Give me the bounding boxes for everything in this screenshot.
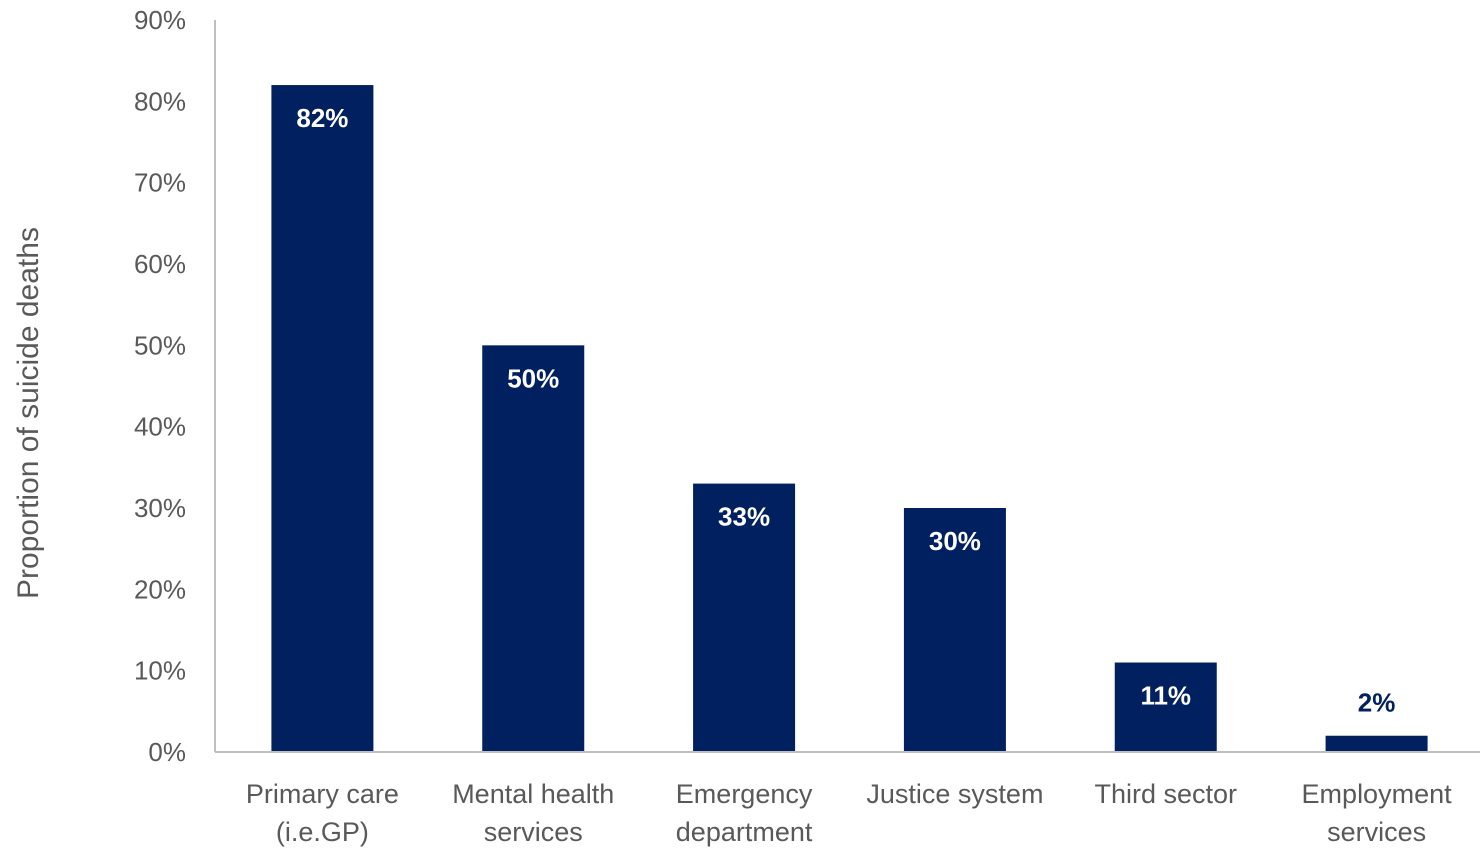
x-tick-label: services	[484, 817, 583, 847]
y-tick-label: 0%	[148, 737, 186, 767]
bar	[693, 483, 796, 752]
x-tick-label: Justice system	[866, 779, 1043, 809]
y-tick-label: 10%	[134, 656, 186, 686]
x-tick-label: Mental health	[452, 779, 614, 809]
y-tick-label: 70%	[134, 168, 186, 198]
y-axis-label: Proportion of suicide deaths	[12, 227, 45, 599]
data-label: 2%	[1358, 688, 1396, 718]
x-tick-label: Employment	[1302, 779, 1453, 809]
data-label: 33%	[718, 502, 770, 532]
bar	[482, 345, 585, 752]
x-tick-label: (i.e.GP)	[276, 817, 369, 847]
x-tick-label: Emergency	[676, 779, 813, 809]
bar	[1114, 662, 1217, 752]
data-label: 11%	[1140, 681, 1191, 711]
y-tick-label: 80%	[134, 86, 186, 116]
data-label: 30%	[929, 526, 981, 556]
x-tick-label: services	[1327, 817, 1426, 847]
y-tick-label: 50%	[134, 330, 186, 360]
bar	[903, 508, 1006, 752]
data-label: 50%	[507, 363, 559, 393]
y-tick-label: 90%	[134, 5, 186, 35]
bar	[271, 85, 374, 753]
x-tick-label: department	[676, 817, 813, 847]
y-tick-label: 40%	[134, 412, 186, 442]
x-tick-label: Third sector	[1094, 779, 1237, 809]
y-tick-label: 60%	[134, 249, 186, 279]
x-tick-label: Primary care	[246, 779, 399, 809]
y-tick-label: 20%	[134, 574, 186, 604]
y-tick-label: 30%	[134, 493, 186, 523]
data-label: 82%	[296, 103, 348, 133]
bar	[1325, 735, 1428, 752]
